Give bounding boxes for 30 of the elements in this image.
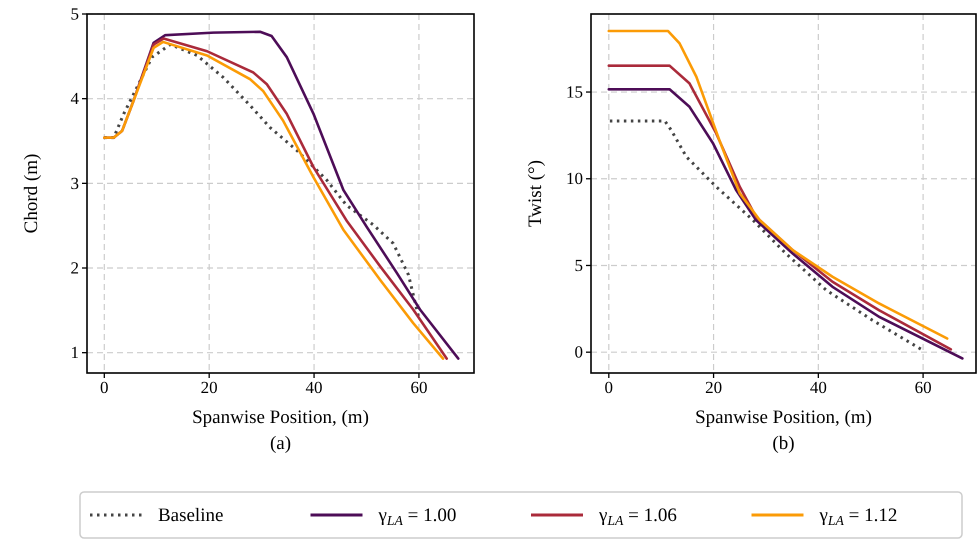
text: (b)	[772, 433, 795, 454]
x-tick-label: 20	[705, 378, 722, 398]
legend-label: γ$_{LA}$ = 1.00	[378, 505, 456, 528]
y-axis-title: Chord (m)	[21, 154, 42, 234]
line-series	[102, 42, 420, 318]
y-tick-label: 2	[70, 258, 79, 278]
x-tick-label: 0	[100, 378, 109, 398]
legend-label: γ$_{LA}$ = 1.12	[818, 505, 898, 528]
y-tick-label: 5	[574, 256, 583, 275]
x-tick-label: 60	[410, 378, 428, 398]
x-axis-title: Spanwise Position, (m)	[695, 407, 872, 428]
legend-label: γ$_{LA}$ = 1.06	[598, 505, 677, 528]
y-axis-title: Twist (°)	[525, 160, 546, 227]
x-tick-label: 40	[306, 378, 323, 398]
x-tick-label: 0	[604, 378, 614, 398]
legend-label: Baseline	[158, 505, 224, 526]
y-tick-label: 3	[70, 174, 79, 193]
line-series	[608, 120, 924, 352]
x-tick-label: 40	[810, 378, 827, 398]
y-tick-label: 5	[70, 4, 79, 24]
text: (a)	[270, 433, 292, 454]
y-tick-label: 1	[70, 343, 79, 362]
x-axis-title: Spanwise Position, (m)	[192, 407, 369, 428]
x-tick-label: 20	[200, 378, 218, 398]
y-tick-label: 15	[566, 82, 583, 102]
y-tick-label: 0	[574, 342, 583, 362]
line-series	[608, 30, 948, 340]
y-tick-label: 10	[566, 169, 583, 188]
x-tick-label: 60	[914, 378, 932, 398]
y-tick-label: 4	[70, 89, 80, 108]
